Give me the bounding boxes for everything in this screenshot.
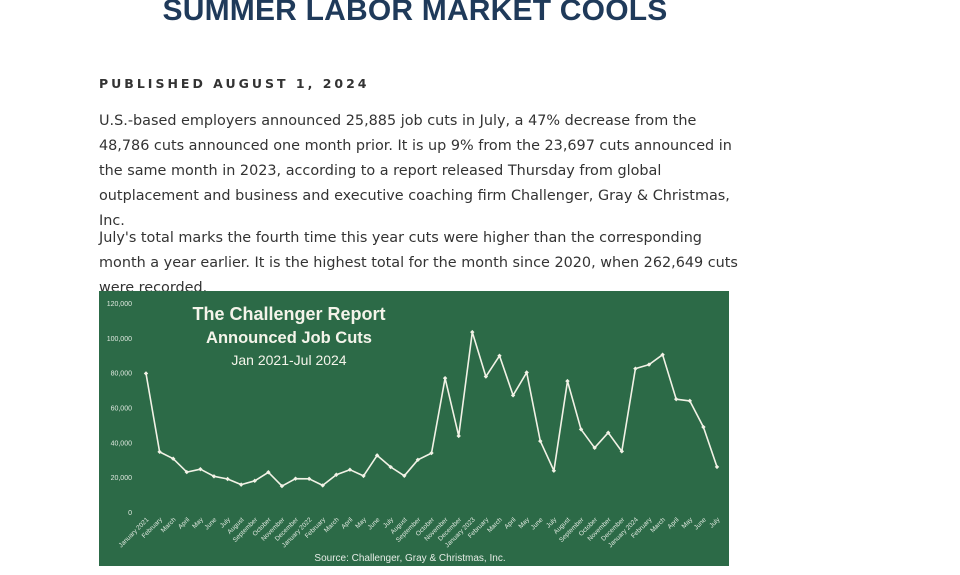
x-tick-label: March: [160, 516, 178, 534]
x-tick-label: May: [354, 516, 368, 530]
data-point: [415, 457, 421, 462]
data-point: [714, 464, 720, 470]
y-axis: 0 20,000 40,000 60,000 80,000 100,000 120,000: [107, 301, 132, 517]
publish-date: PUBLISHED AUGUST 1, 2024: [99, 76, 370, 91]
data-point: [456, 433, 461, 439]
x-tick-label: March: [323, 516, 341, 534]
chart-period: Jan 2021-Jul 2024: [231, 352, 346, 368]
data-point: [674, 396, 679, 402]
y-tick-label: 100,000: [107, 336, 132, 343]
x-tick-label: June: [693, 516, 708, 531]
chart-source: Source: Challenger, Gray & Christmas, In…: [314, 553, 505, 564]
data-point: [551, 468, 557, 473]
data-point: [184, 469, 189, 475]
data-point: [578, 427, 584, 432]
data-point: [211, 474, 217, 479]
x-tick-label: June: [530, 516, 545, 531]
data-point: [238, 482, 244, 487]
x-tick-label: March: [486, 516, 504, 534]
article-paragraph-1: U.S.-based employers announced 25,885 jo…: [99, 113, 732, 229]
data-point: [157, 449, 162, 455]
data-point: [306, 476, 312, 481]
y-tick-label: 0: [128, 510, 132, 517]
y-tick-label: 40,000: [111, 440, 133, 447]
x-tick-label: June: [203, 516, 218, 531]
job-cuts-chart: The Challenger Report Announced Job Cuts…: [99, 291, 729, 566]
data-point: [320, 483, 325, 488]
x-tick-label: April: [177, 516, 192, 531]
data-point: [619, 449, 625, 454]
x-tick-label: April: [666, 516, 681, 531]
data-point: [198, 466, 203, 472]
y-tick-label: 60,000: [111, 406, 133, 413]
x-tick-label: May: [517, 516, 531, 530]
article-paragraph-2: July's total marks the fourth time this …: [99, 230, 738, 296]
data-point: [143, 371, 149, 376]
data-point: [660, 352, 665, 357]
data-point: [565, 378, 570, 384]
data-point: [225, 476, 230, 482]
x-tick-label: May: [191, 516, 205, 530]
data-point: [633, 366, 638, 371]
data-point: [483, 374, 489, 379]
plot-area: [143, 329, 720, 489]
data-point: [361, 473, 366, 479]
data-point: [334, 472, 339, 477]
x-tick-label: May: [681, 516, 695, 530]
data-point: [701, 424, 706, 430]
y-tick-label: 80,000: [111, 371, 133, 378]
data-point: [442, 375, 448, 381]
article-headline: SUMMER LABOR MARKET COOLS: [162, 0, 668, 27]
y-tick-label: 120,000: [107, 301, 132, 308]
chart-title: The Challenger Report: [192, 304, 385, 324]
x-tick-label: April: [340, 516, 355, 531]
data-point: [388, 464, 393, 470]
data-point: [252, 478, 257, 484]
data-point: [170, 456, 176, 461]
data-point: [279, 483, 285, 489]
data-point: [374, 453, 380, 458]
x-tick-label: June: [367, 516, 382, 531]
data-point: [429, 450, 434, 456]
y-tick-label: 20,000: [111, 475, 133, 482]
chart-svg: The Challenger Report Announced Job Cuts…: [107, 301, 722, 564]
data-point: [293, 476, 298, 481]
data-point: [470, 329, 475, 335]
data-point: [687, 398, 693, 404]
data-point: [497, 353, 502, 358]
x-tick-label: March: [649, 516, 667, 534]
chart-subtitle: Announced Job Cuts: [206, 329, 372, 347]
data-point: [646, 362, 652, 367]
data-point: [347, 467, 353, 472]
x-tick-label: April: [503, 516, 518, 531]
x-tick-label: July: [708, 516, 722, 530]
